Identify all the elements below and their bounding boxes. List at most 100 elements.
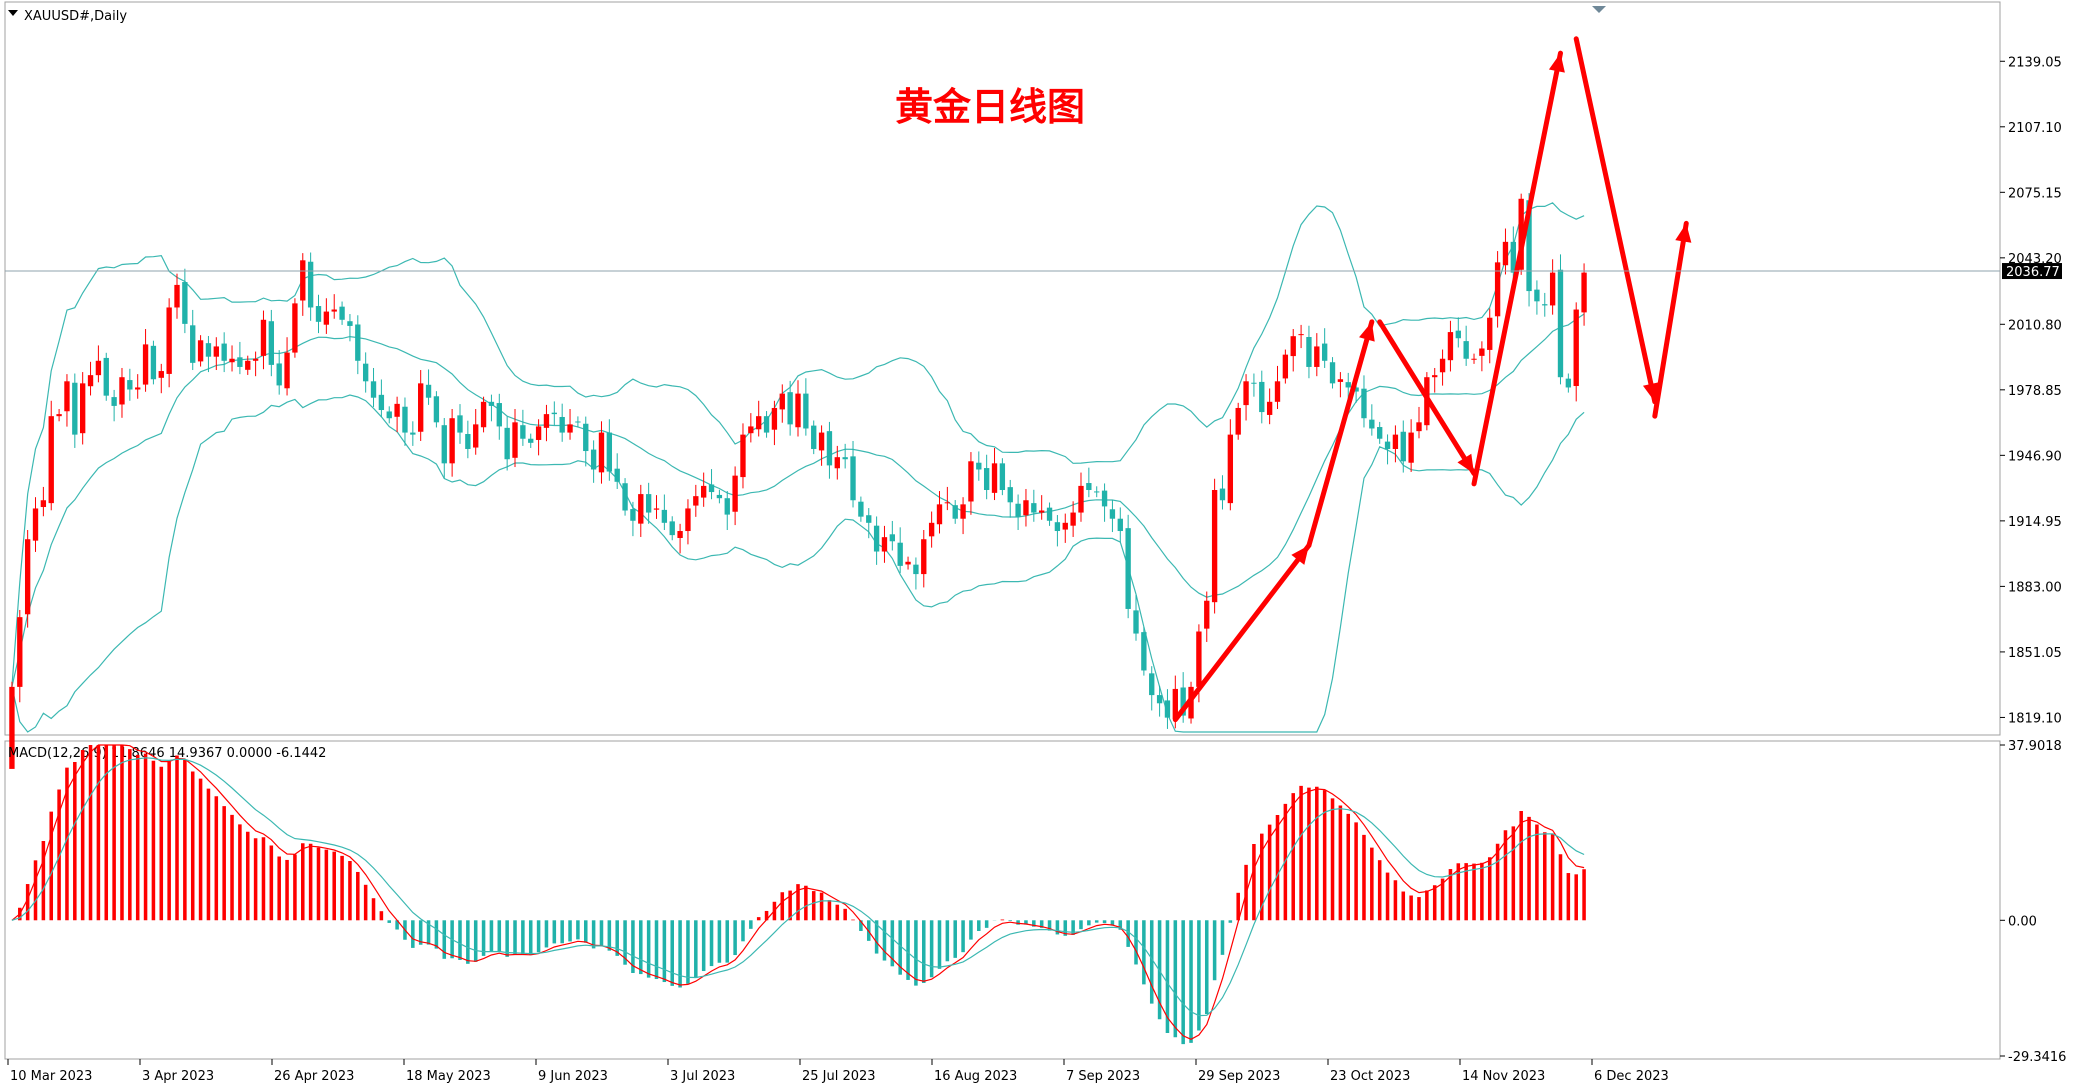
candle-body <box>190 325 196 363</box>
candle-body <box>1581 272 1587 313</box>
candle <box>433 391 440 428</box>
candle <box>245 355 251 375</box>
candle-body <box>394 403 400 417</box>
symbol-label: XAUUSD#,Daily <box>24 9 127 24</box>
chevron-down-icon[interactable] <box>8 10 18 16</box>
candle-body <box>897 542 903 566</box>
candle-body <box>944 502 951 504</box>
candle-body <box>661 509 668 523</box>
candle-body <box>630 509 636 521</box>
candle <box>535 419 542 456</box>
candle <box>724 491 730 530</box>
scroll-marker-icon[interactable] <box>1592 6 1606 13</box>
candle <box>528 433 534 448</box>
candle <box>889 520 896 551</box>
candle <box>111 389 117 422</box>
candle <box>614 453 620 489</box>
candle-body <box>795 393 801 428</box>
candle-body <box>260 319 267 356</box>
trend-arrow-head <box>1291 545 1309 565</box>
candle <box>268 309 275 377</box>
candle <box>520 409 526 446</box>
candle <box>386 406 392 424</box>
candle-body <box>1353 387 1359 392</box>
candle-body <box>1542 304 1548 306</box>
candle-body <box>1125 528 1131 609</box>
symbol-header[interactable]: XAUUSD#,Daily <box>8 9 127 24</box>
candle <box>1266 388 1273 425</box>
candle <box>1565 373 1572 393</box>
candle-body <box>1549 272 1556 306</box>
candle-body <box>1094 491 1100 493</box>
candle <box>897 527 903 574</box>
candle-body <box>221 343 227 361</box>
candle <box>716 489 723 504</box>
candle-body <box>1180 687 1186 716</box>
price-tick-label: 2107.10 <box>2008 121 2062 136</box>
candle-body <box>1298 334 1304 336</box>
candle-body <box>1149 673 1155 696</box>
candle-body <box>1039 510 1045 513</box>
candle <box>818 425 825 466</box>
candle-body <box>732 475 738 512</box>
candle-body <box>1172 688 1178 720</box>
candle <box>748 413 754 443</box>
candle-body <box>748 426 754 434</box>
candle <box>590 440 597 483</box>
candle <box>740 423 746 489</box>
candle <box>1062 513 1068 543</box>
candle-body <box>1227 434 1234 504</box>
candle-body <box>473 424 479 448</box>
candle <box>449 408 455 477</box>
candle <box>559 403 565 442</box>
candle <box>1581 263 1587 326</box>
candle <box>355 315 361 375</box>
candle-body <box>1164 700 1171 718</box>
candle <box>205 335 212 373</box>
candle-body <box>158 371 164 378</box>
candle <box>999 458 1006 496</box>
trend-arrow-head <box>1675 223 1692 243</box>
candle <box>1086 467 1092 498</box>
candle-body <box>56 414 62 417</box>
candle-body <box>1534 289 1540 302</box>
candle <box>103 352 109 401</box>
date-tick-label: 26 Apr 2023 <box>274 1069 354 1084</box>
candle-body <box>441 425 447 464</box>
candle <box>1321 328 1328 368</box>
candle <box>182 268 188 334</box>
candle <box>1494 251 1501 328</box>
candle <box>362 352 369 393</box>
price-tick-label: 1819.10 <box>2008 711 2062 726</box>
trend-arrow-line <box>1172 542 1312 723</box>
candle-body <box>1274 381 1281 402</box>
candle <box>80 372 86 445</box>
date-tick-label: 23 Oct 2023 <box>1330 1069 1410 1084</box>
candle-body <box>1196 631 1202 687</box>
candle <box>17 609 23 703</box>
candle <box>622 478 628 516</box>
candle <box>260 310 267 370</box>
macd-indicator <box>11 744 1586 1045</box>
candle-body <box>858 501 864 517</box>
candle-body <box>465 434 471 449</box>
candle-body <box>1329 362 1336 384</box>
candle-body <box>127 380 133 390</box>
candle-body <box>1510 241 1516 273</box>
candle-body <box>87 375 94 387</box>
candle <box>1471 353 1477 364</box>
candle-body <box>913 564 919 575</box>
candle <box>307 252 314 321</box>
candle-body <box>9 686 15 769</box>
candle-body <box>1251 382 1257 384</box>
candle <box>1046 502 1053 526</box>
candle-body <box>583 423 589 452</box>
candle <box>174 273 180 319</box>
candle <box>1007 479 1013 518</box>
candle-body <box>1211 490 1218 603</box>
candle <box>190 309 196 371</box>
candle <box>40 486 47 517</box>
candle <box>1502 228 1509 275</box>
candle-body <box>402 406 408 433</box>
candle <box>1149 666 1155 711</box>
